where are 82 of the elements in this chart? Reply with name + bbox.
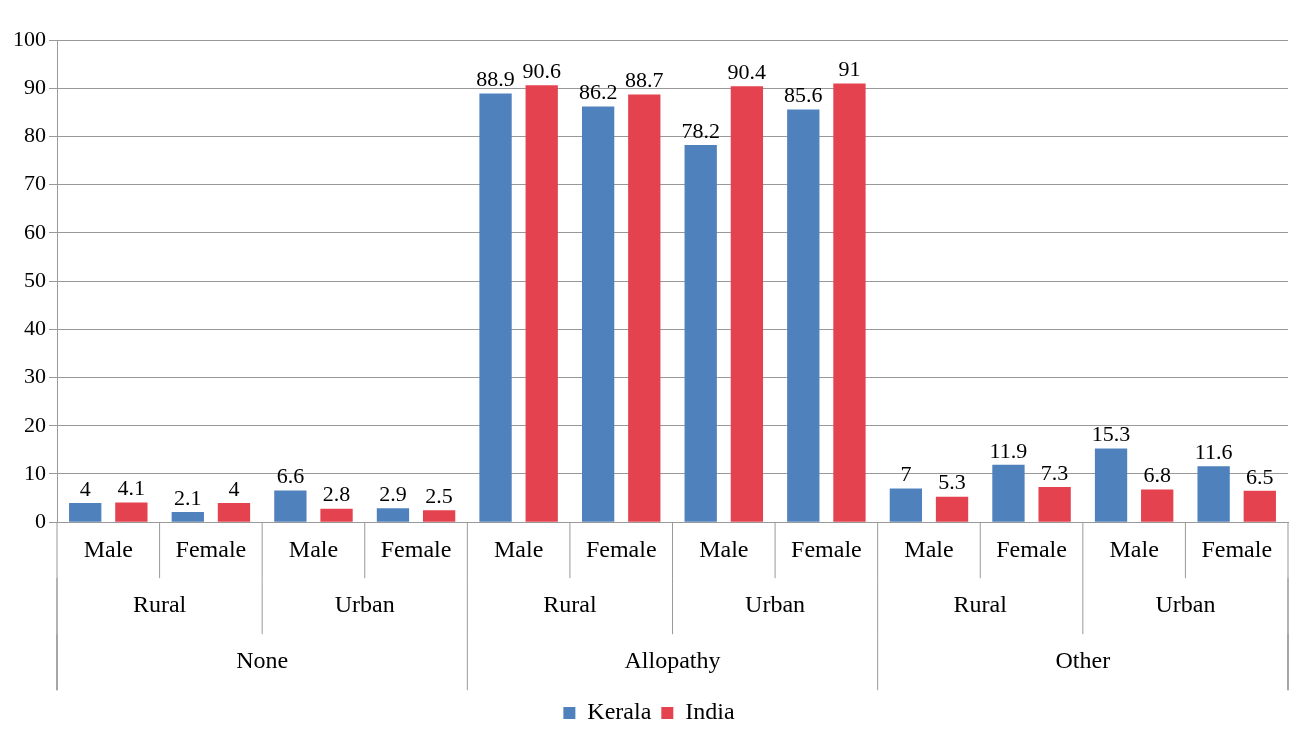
legend-label: India xyxy=(685,698,735,725)
y-tick-label: 20 xyxy=(24,411,46,437)
data-label: 11.9 xyxy=(989,437,1028,463)
bar xyxy=(730,86,764,522)
x-tick-label: Female xyxy=(996,535,1067,562)
y-tick-label: 0 xyxy=(35,507,46,533)
y-tick-label: 10 xyxy=(24,459,46,485)
y-tick-label: 60 xyxy=(24,218,46,244)
y-tick-label: 40 xyxy=(24,315,46,341)
data-label: 5.3 xyxy=(938,469,966,495)
legend-label: Kerala xyxy=(587,698,652,725)
data-label: 4.1 xyxy=(117,475,146,501)
text: Rural xyxy=(543,591,597,618)
bar xyxy=(833,83,866,522)
bar xyxy=(628,94,661,522)
y-tick-label: 100 xyxy=(13,25,46,51)
bar xyxy=(1038,487,1071,522)
bar xyxy=(69,502,102,522)
text: Other xyxy=(1055,647,1111,674)
data-label: 4 xyxy=(228,475,240,501)
bar xyxy=(1197,466,1230,522)
bar xyxy=(992,464,1025,522)
y-tick-label: 90 xyxy=(24,74,46,99)
data-label: 2.1 xyxy=(174,484,202,510)
data-label: 4 xyxy=(79,475,91,501)
data-label: 91 xyxy=(838,56,861,82)
bar xyxy=(787,109,820,522)
data-label: 2.8 xyxy=(322,481,351,507)
x-tick-label: Female xyxy=(380,535,452,562)
data-label: 15.3 xyxy=(1091,421,1131,447)
bar xyxy=(525,85,558,522)
data-label: 86.2 xyxy=(578,79,618,105)
data-label: 6.8 xyxy=(1143,462,1171,488)
y-tick-label: 50 xyxy=(24,266,46,292)
x-tick-label: Male xyxy=(493,535,544,562)
y-tick-label: 30 xyxy=(24,363,46,389)
text: Urban xyxy=(745,591,806,618)
data-label: 90.4 xyxy=(727,59,767,85)
bar xyxy=(581,106,615,522)
bar xyxy=(1243,490,1276,522)
bar xyxy=(1094,448,1128,522)
bar xyxy=(376,508,410,522)
bar xyxy=(422,510,456,522)
data-label: 7.3 xyxy=(1040,459,1069,485)
text: Rural xyxy=(953,591,1008,618)
data-label: 6.5 xyxy=(1246,463,1274,489)
bar xyxy=(1141,489,1174,522)
data-label: 7 xyxy=(900,461,912,487)
bar xyxy=(320,508,353,522)
x-tick-label: Female xyxy=(585,535,657,562)
text: Urban xyxy=(1155,591,1216,618)
x-tick-label: Male xyxy=(83,535,133,562)
bar xyxy=(171,512,204,522)
x-tick-label: Male xyxy=(904,535,954,562)
text: Urban xyxy=(334,591,395,618)
data-label: 85.6 xyxy=(784,82,823,108)
bar xyxy=(684,145,717,522)
bar xyxy=(115,502,148,522)
data-label: 2.9 xyxy=(379,481,407,506)
bar xyxy=(217,502,251,522)
bar xyxy=(274,490,307,522)
data-label: 90.6 xyxy=(522,58,561,84)
data-label: 6.6 xyxy=(276,463,305,489)
text: None xyxy=(236,647,289,674)
bar xyxy=(479,93,512,522)
data-label: 88.7 xyxy=(625,67,664,93)
x-tick-label: Female xyxy=(791,535,862,562)
y-tick-label: 80 xyxy=(24,122,46,148)
y-tick-label: 70 xyxy=(24,170,46,196)
x-tick-label: Female xyxy=(1201,535,1273,562)
bar xyxy=(889,488,923,522)
data-label: 2.5 xyxy=(425,482,453,508)
text: Allopathy xyxy=(624,647,721,674)
x-tick-label: Male xyxy=(699,535,749,562)
text: Rural xyxy=(132,591,187,618)
x-tick-label: Male xyxy=(1109,535,1159,562)
data-label: 78.2 xyxy=(681,117,720,143)
data-label: 11.6 xyxy=(1194,439,1233,465)
bar xyxy=(935,496,969,522)
data-label: 88.9 xyxy=(476,66,515,92)
x-tick-label: Male xyxy=(288,535,339,562)
x-tick-label: Female xyxy=(175,535,247,562)
